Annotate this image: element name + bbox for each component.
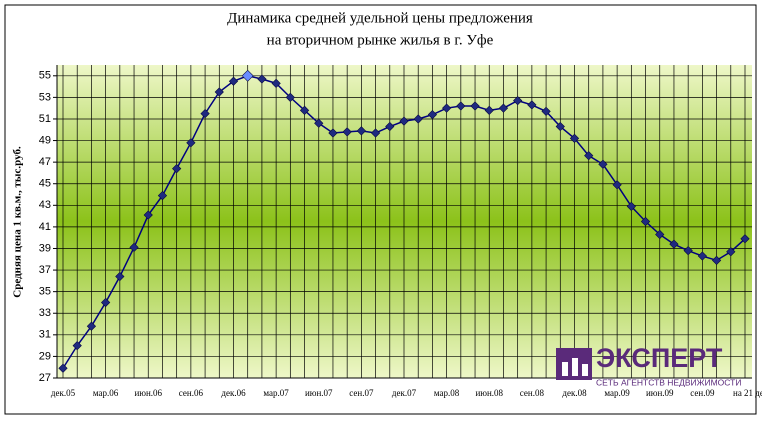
y-tick-label: 49 (39, 134, 51, 146)
data-point (555, 121, 565, 132)
x-tick-label: мар.07 (263, 388, 289, 398)
y-axis-label: Средняя цена 1 кв.м., тыс.руб. (12, 146, 24, 298)
y-tick-label: 35 (39, 286, 51, 298)
y-tick-label: 29 (39, 350, 51, 362)
data-point (612, 180, 622, 190)
x-tick-label: июн.06 (134, 388, 162, 398)
x-tick-label: июн.09 (646, 388, 674, 398)
data-point (115, 271, 125, 282)
chart-title: на вторичном рынке жилья в г. Уфе (267, 32, 494, 48)
logo-icon (572, 358, 578, 376)
chart-title: Динамика средней удельной цены предложен… (227, 10, 533, 26)
data-point (569, 133, 580, 144)
data-point (299, 105, 310, 115)
data-point (541, 106, 551, 117)
data-point (740, 234, 750, 244)
y-tick-label: 33 (39, 307, 51, 319)
x-tick-label: июн.08 (475, 388, 503, 398)
x-tick-label: сен.08 (520, 388, 545, 398)
data-point (101, 297, 111, 308)
y-tick-label: 41 (39, 221, 51, 233)
data-point (584, 151, 594, 161)
data-point (442, 103, 452, 113)
y-tick-label: 53 (39, 91, 51, 103)
data-point (58, 363, 68, 373)
y-tick-label: 27 (39, 372, 51, 384)
y-tick-label: 45 (39, 178, 51, 190)
data-point (669, 239, 679, 249)
data-point (399, 116, 409, 126)
data-point (370, 128, 381, 138)
data-point (456, 101, 466, 111)
data-point (228, 76, 239, 86)
data-point (498, 103, 509, 113)
logo-icon (582, 364, 588, 376)
data-point (172, 163, 182, 174)
data-point (385, 121, 395, 132)
x-tick-label: сен.09 (690, 388, 715, 398)
data-point (356, 126, 366, 136)
x-tick-label: сен.07 (349, 388, 374, 398)
y-tick-label: 31 (39, 329, 51, 341)
y-tick-label: 39 (39, 242, 51, 254)
data-point (186, 138, 196, 148)
y-tick-label: 47 (39, 156, 51, 168)
y-tick-label: 55 (39, 70, 51, 82)
y-tick-label: 43 (39, 199, 51, 211)
data-point (72, 340, 82, 351)
data-point (427, 110, 438, 120)
x-tick-label: мар.09 (604, 388, 630, 398)
data-point (257, 74, 267, 84)
data-point (413, 114, 423, 124)
logo-icon (562, 362, 568, 376)
data-point (143, 210, 153, 220)
logo: ЭКСПЕРТ СЕТЬ АГЕНТСТВ НЕДВИЖИМОСТИ (556, 343, 741, 387)
data-point (328, 128, 338, 138)
data-point (527, 100, 537, 110)
logo-tagline: СЕТЬ АГЕНТСТВ НЕДВИЖИМОСТИ (596, 377, 741, 387)
data-point (271, 78, 281, 88)
data-point (484, 105, 494, 115)
data-point (598, 159, 608, 169)
x-tick-label: сен.06 (179, 388, 204, 398)
y-tick-label: 51 (39, 113, 51, 125)
data-point (513, 95, 523, 106)
data-point (129, 242, 139, 253)
x-tick-label: июн.07 (305, 388, 333, 398)
x-tick-label: мар.06 (93, 388, 119, 398)
data-point (157, 190, 168, 201)
data-point (285, 92, 295, 103)
x-tick-label: дек.06 (221, 388, 246, 398)
x-tick-label: дек.05 (51, 388, 76, 398)
data-point (683, 246, 693, 256)
data-point (711, 255, 722, 265)
data-point (214, 87, 224, 97)
data-point (86, 321, 97, 331)
data-point (640, 216, 651, 227)
x-tick-label: на 21 декабря (733, 388, 762, 398)
data-point (726, 247, 736, 257)
x-tick-label: мар.08 (434, 388, 460, 398)
data-point (200, 108, 210, 119)
x-tick-label: дек.08 (562, 388, 587, 398)
logo-name: ЭКСПЕРТ (596, 343, 723, 373)
data-point (655, 229, 665, 240)
data-point (470, 101, 480, 111)
data-point (241, 69, 254, 82)
y-tick-label: 37 (39, 264, 51, 276)
data-point (697, 251, 707, 261)
x-tick-label: дек.07 (392, 388, 417, 398)
data-point (626, 201, 636, 212)
data-point (342, 127, 352, 137)
data-point (314, 118, 324, 128)
